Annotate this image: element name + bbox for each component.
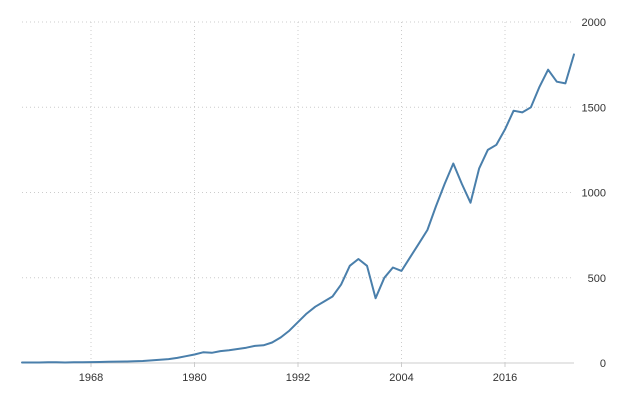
y-tick-label: 500 xyxy=(588,273,606,285)
y-tick-label: 2000 xyxy=(582,17,606,29)
y-tick-label: 0 xyxy=(600,358,606,370)
x-tick-label: 2004 xyxy=(389,372,413,384)
y-tick-label: 1500 xyxy=(582,102,606,114)
x-tick-label: 1980 xyxy=(182,372,206,384)
x-tick-label: 2016 xyxy=(493,372,517,384)
x-tick-label: 1992 xyxy=(286,372,310,384)
x-tick-label: 1968 xyxy=(79,372,103,384)
y-tick-label: 1000 xyxy=(582,188,606,200)
series-line xyxy=(21,53,575,364)
